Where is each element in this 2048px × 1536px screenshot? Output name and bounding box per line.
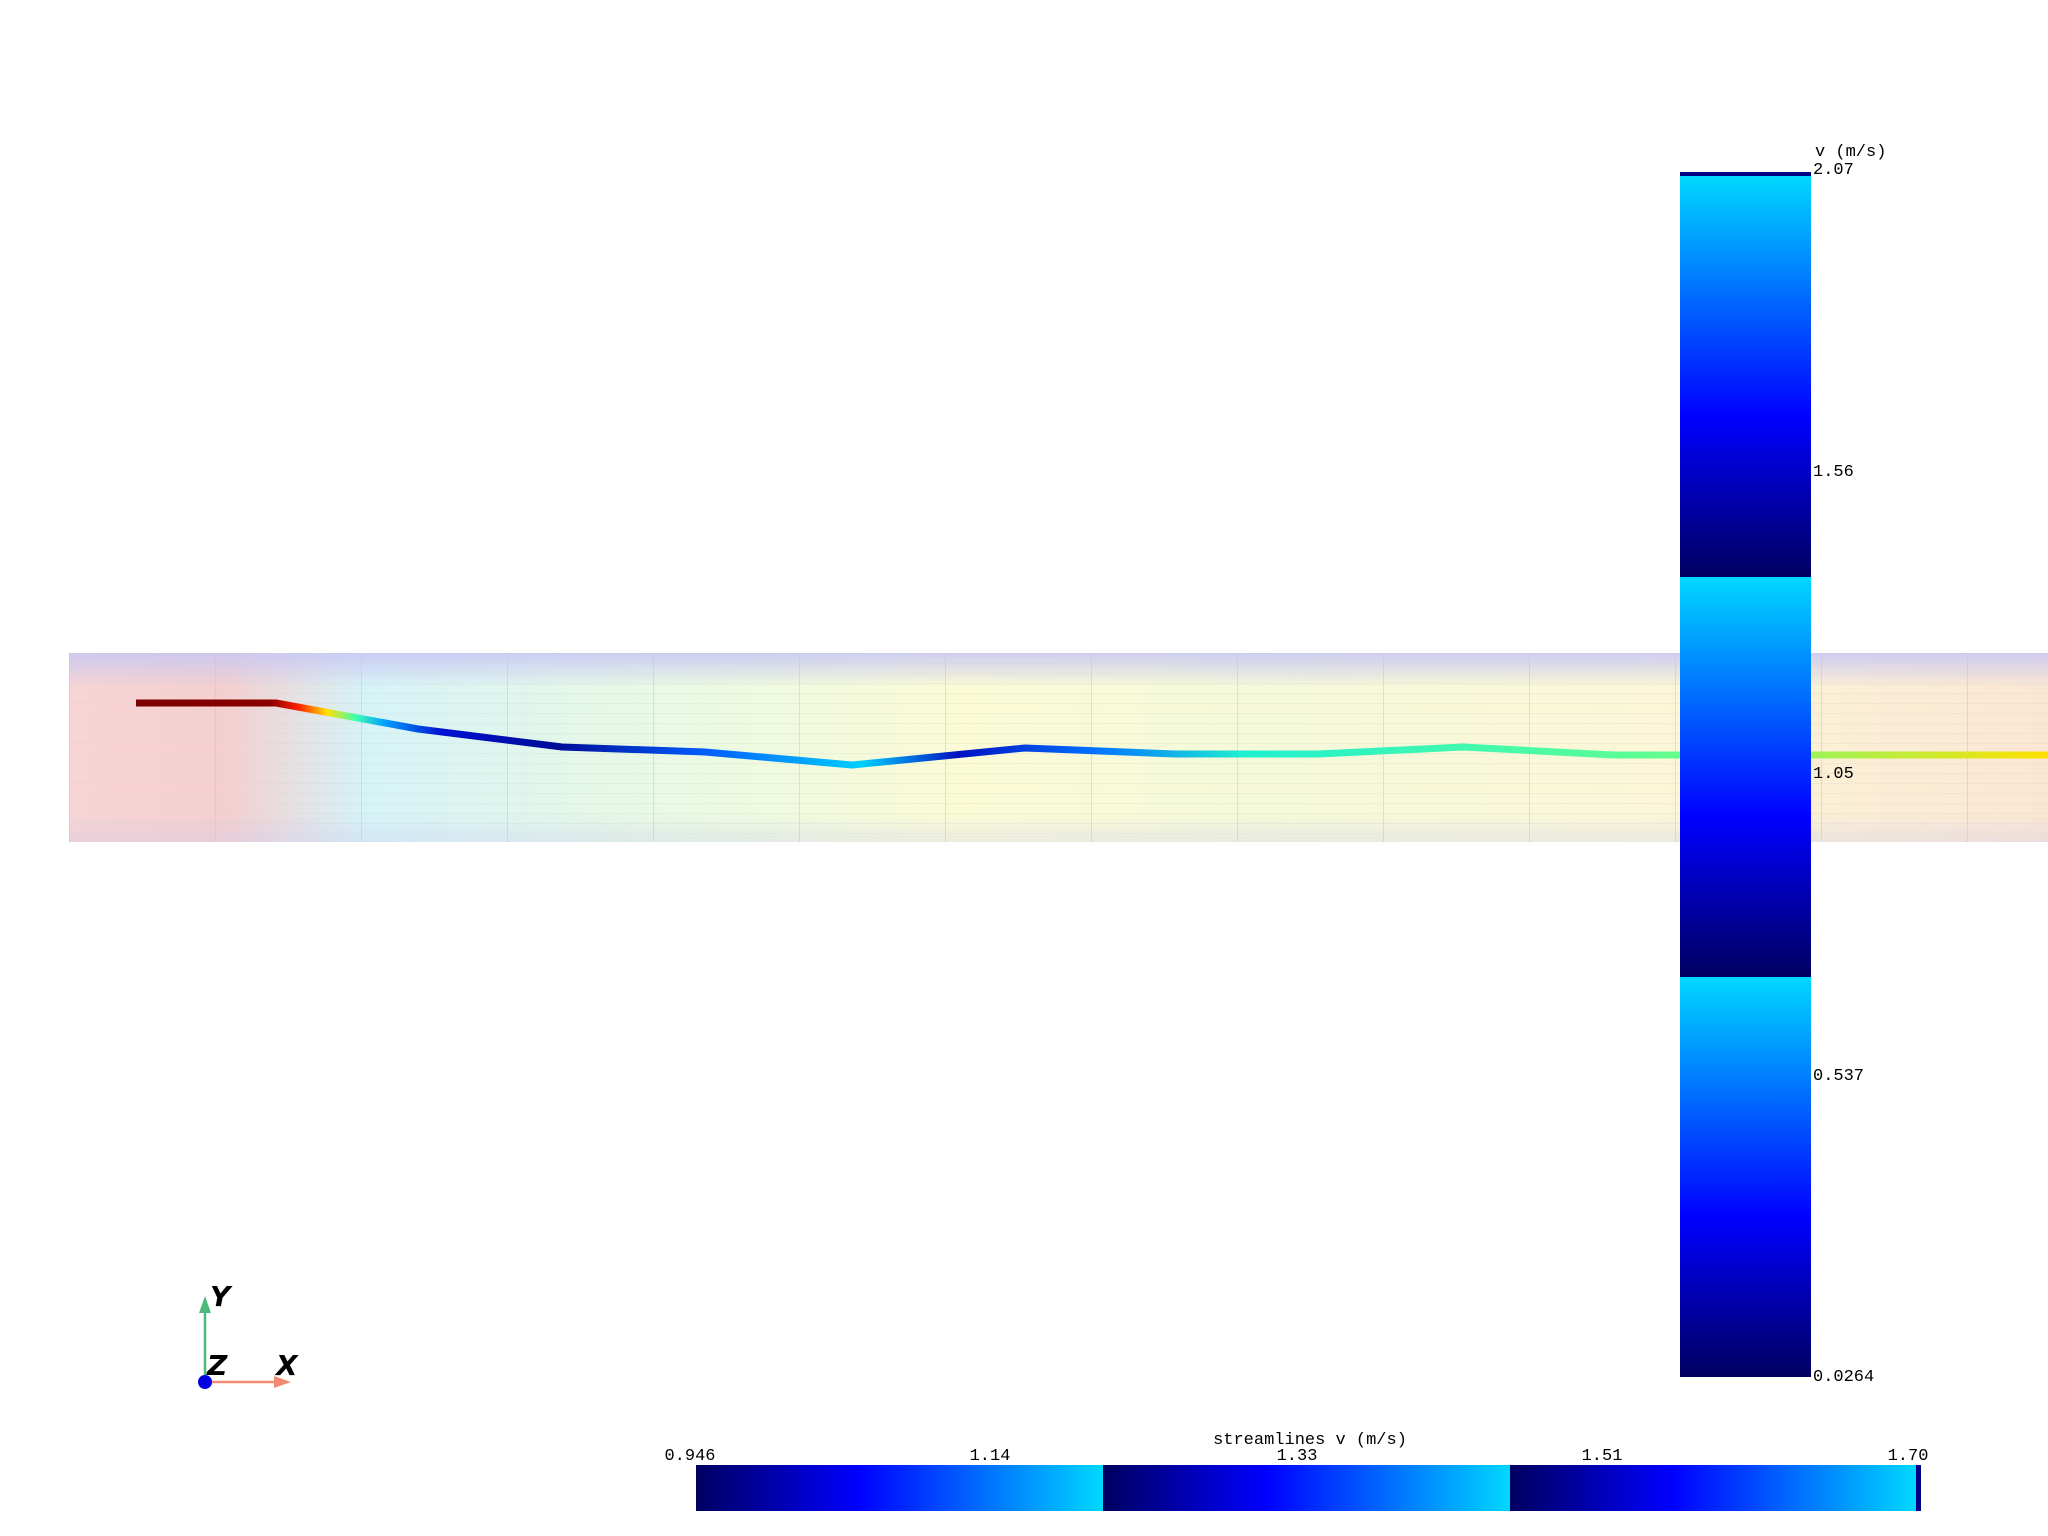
scalar-bar-vertical: v (m/s) 2.07 1.56 1.05 0.537 0.0264 <box>1680 143 1886 1387</box>
axis-label: X <box>274 1349 299 1382</box>
axis-label: Y <box>210 1280 233 1313</box>
streamline <box>136 699 2048 769</box>
scalar-bar-label: 0.946 <box>664 1447 715 1466</box>
scalar-bar-label: 1.56 <box>1813 463 1854 482</box>
scalar-bar-label: 2.07 <box>1813 161 1854 180</box>
scalar-bar-label: 1.14 <box>970 1447 1011 1466</box>
scalar-bar-title: streamlines v (m/s) <box>1213 1431 1407 1450</box>
axes-widget: Y Z X <box>198 1280 299 1389</box>
scalar-bar-label: 1.70 <box>1888 1447 1929 1466</box>
axis-label: Z <box>206 1349 228 1382</box>
scalar-bar-label: 1.05 <box>1813 765 1854 784</box>
scalar-bar-label: 1.33 <box>1277 1447 1318 1466</box>
scalar-bar-label: 0.537 <box>1813 1067 1864 1086</box>
scalar-bar-title: v (m/s) <box>1815 143 1886 162</box>
scalar-bar-label: 0.0264 <box>1813 1368 1874 1387</box>
scalar-bar-horizontal: streamlines v (m/s) 0.946 1.14 1.33 1.51… <box>664 1431 1928 1511</box>
scalar-bar-label: 1.51 <box>1582 1447 1623 1466</box>
